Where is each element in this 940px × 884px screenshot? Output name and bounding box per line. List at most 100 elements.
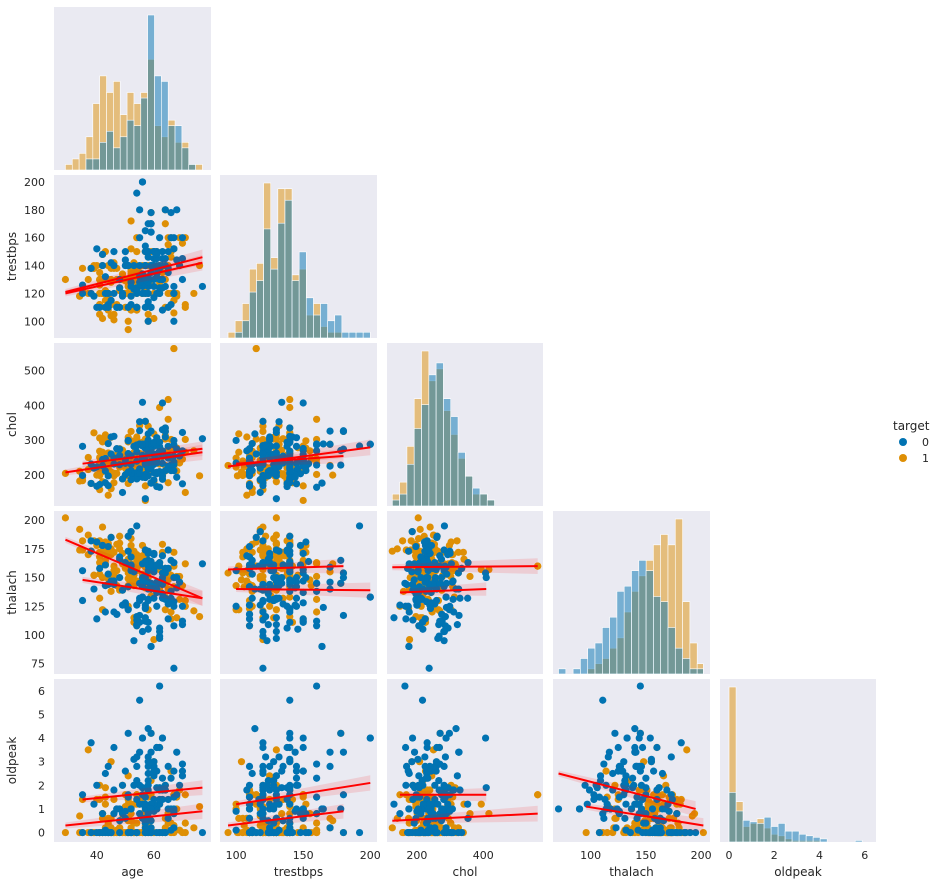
scatter-point-target-0 <box>272 627 280 636</box>
panel-background <box>220 511 377 674</box>
scatter-point-target-0 <box>127 553 135 561</box>
x-tick-label-thalach: 150 <box>635 849 656 862</box>
x-tick-label-oldpeak: 4 <box>816 849 823 862</box>
scatter-point-target-0 <box>427 810 436 818</box>
scatter-point-target-1 <box>110 310 118 318</box>
scatter-point-target-0 <box>136 206 144 214</box>
scatter-point-target-0 <box>167 300 175 309</box>
histogram-bar-target-0 <box>791 830 800 843</box>
scatter-point-target-1 <box>259 427 267 436</box>
scatter-point-target-0 <box>245 542 254 551</box>
scatter-point-target-1 <box>181 435 189 444</box>
scatter-point-target-0 <box>444 551 452 559</box>
scatter-point-target-1 <box>164 479 172 487</box>
scatter-point-target-0 <box>642 774 650 782</box>
scatter-point-target-0 <box>153 743 161 752</box>
panel-chol-vs-age <box>54 343 211 506</box>
scatter-point-target-1 <box>405 819 413 827</box>
scatter-point-target-0 <box>147 729 155 737</box>
scatter-point-target-0 <box>272 614 280 622</box>
scatter-point-target-0 <box>264 590 272 598</box>
scatter-point-target-0 <box>408 828 416 837</box>
scatter-point-target-0 <box>435 776 443 785</box>
scatter-point-target-0 <box>170 602 178 610</box>
histogram-bar-target-0 <box>106 130 114 171</box>
scatter-point-target-0 <box>318 805 326 813</box>
scatter-point-target-1 <box>133 433 141 441</box>
scatter-point-target-0 <box>264 472 272 480</box>
histogram-bar-target-0 <box>413 428 422 507</box>
scatter-point-target-0 <box>173 256 181 264</box>
x-tick-label-oldpeak: 6 <box>861 849 868 862</box>
scatter-point-target-1 <box>118 270 127 278</box>
scatter-point-target-0 <box>409 616 417 624</box>
panel-age-vs-age <box>54 7 211 171</box>
histogram-bar-target-0 <box>798 833 807 843</box>
scatter-point-target-0 <box>408 568 416 576</box>
scatter-point-target-0 <box>78 289 87 298</box>
scatter-point-target-0 <box>355 828 364 837</box>
scatter-point-target-0 <box>93 538 101 546</box>
scatter-point-target-0 <box>110 432 118 440</box>
scatter-point-target-0 <box>291 601 299 609</box>
scatter-point-target-0 <box>262 753 270 761</box>
x-axis-label-oldpeak: oldpeak <box>774 865 822 879</box>
histogram-bar-target-0 <box>638 560 647 675</box>
scatter-point-target-0 <box>402 580 411 589</box>
scatter-point-target-0 <box>609 769 617 778</box>
panel-oldpeak-vs-chol <box>387 679 543 842</box>
scatter-point-target-0 <box>121 248 129 256</box>
scatter-point-target-0 <box>283 624 291 632</box>
histogram-bar-target-0 <box>587 647 596 675</box>
scatter-point-target-0 <box>141 289 149 298</box>
scatter-point-target-1 <box>167 253 175 261</box>
scatter-point-target-1 <box>158 540 167 548</box>
y-tick-label-oldpeak: 3 <box>38 756 45 769</box>
scatter-point-target-1 <box>107 587 115 595</box>
panel-trestbps-vs-trestbps <box>220 175 377 339</box>
scatter-point-target-0 <box>245 805 254 813</box>
histogram-bar-target-1 <box>195 164 203 171</box>
histogram-bar-target-0 <box>327 320 336 339</box>
scatter-point-target-0 <box>107 296 115 304</box>
panel-chol-vs-trestbps <box>220 343 377 506</box>
scatter-point-target-1 <box>243 433 251 441</box>
histogram-bar-target-0 <box>616 591 625 675</box>
scatter-point-target-0 <box>450 786 458 794</box>
scatter-point-target-0 <box>272 828 280 837</box>
scatter-point-target-0 <box>147 261 155 270</box>
scatter-point-target-1 <box>224 828 232 837</box>
scatter-point-target-0 <box>650 767 658 775</box>
scatter-point-target-1 <box>270 534 278 543</box>
scatter-point-target-1 <box>278 446 286 454</box>
scatter-point-target-0 <box>133 622 141 630</box>
scatter-point-target-0 <box>141 800 149 808</box>
scatter-point-target-0 <box>614 767 622 775</box>
histogram-bar-target-0 <box>486 499 495 507</box>
scatter-point-target-0 <box>104 570 112 578</box>
scatter-point-target-0 <box>337 556 345 564</box>
scatter-point-target-0 <box>116 828 124 837</box>
scatter-point-target-1 <box>388 547 396 555</box>
scatter-point-target-1 <box>399 828 407 837</box>
scatter-point-target-1 <box>96 434 104 442</box>
scatter-point-target-0 <box>337 579 345 587</box>
histogram-bar-target-0 <box>270 268 279 339</box>
scatter-point-target-0 <box>283 602 291 610</box>
scatter-point-target-0 <box>427 541 436 550</box>
scatter-point-target-1 <box>84 453 92 462</box>
scatter-point-target-0 <box>167 234 175 242</box>
histogram-bar-target-0 <box>355 331 364 339</box>
scatter-point-target-1 <box>167 608 175 616</box>
scatter-point-target-0 <box>449 595 457 603</box>
scatter-point-target-0 <box>278 579 286 587</box>
scatter-point-target-0 <box>434 800 442 808</box>
scatter-point-target-0 <box>153 767 161 775</box>
scatter-point-target-0 <box>133 795 141 804</box>
regression-line <box>399 588 487 594</box>
histogram-bar-target-0 <box>854 840 863 843</box>
histogram-bar-target-0 <box>812 837 821 843</box>
scatter-point-target-0 <box>433 743 441 752</box>
y-tick-label-chol: 300 <box>24 434 45 447</box>
scatter-point-target-0 <box>124 261 132 270</box>
